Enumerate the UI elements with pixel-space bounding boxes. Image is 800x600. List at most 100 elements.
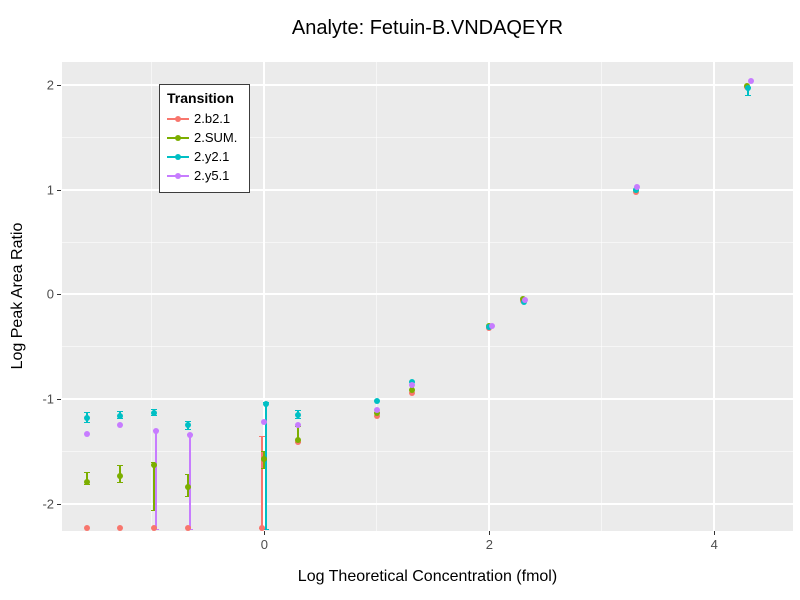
gridline-minor-vertical: [601, 62, 603, 531]
x-tick-label: 4: [710, 537, 718, 552]
data-point: [117, 422, 124, 429]
gridline-minor-horizontal: [62, 346, 793, 348]
data-point: [117, 412, 124, 419]
error-bar-cap: [83, 484, 90, 486]
data-point: [151, 524, 158, 531]
data-point: [745, 85, 751, 92]
data-point: [184, 524, 191, 531]
gridline-major-vertical: [263, 62, 266, 531]
x-tick-mark: [264, 531, 266, 535]
error-bar-cap: [151, 409, 158, 411]
error-bar-cap: [184, 420, 191, 422]
data-point: [261, 455, 268, 462]
gridline-major-vertical: [713, 62, 716, 531]
y-tick-mark: [57, 85, 61, 87]
data-point: [83, 414, 90, 421]
legend-key-dot: [175, 135, 181, 141]
error-bar-cap: [117, 418, 124, 420]
gridline-major-horizontal: [62, 293, 793, 296]
y-tick-label: 1: [46, 182, 54, 198]
error-bar-cap: [117, 411, 124, 413]
data-point: [259, 524, 266, 531]
data-point: [408, 389, 415, 396]
x-tick-mark: [489, 531, 491, 535]
error-bar-cap: [261, 450, 268, 452]
chart-title: Analyte: Fetuin-B.VNDAQEYR: [291, 17, 564, 39]
data-point: [633, 183, 640, 190]
data-point: [83, 478, 90, 485]
data-point: [153, 427, 160, 434]
legend-entry-label: 2.b2.1: [194, 111, 231, 126]
data-point: [262, 401, 269, 408]
gridline-minor-vertical: [376, 62, 378, 531]
data-point: [117, 472, 124, 479]
legend-key-dot: [175, 116, 181, 122]
error-bar-cap: [295, 418, 302, 420]
data-point: [632, 186, 639, 193]
y-tick-label: -2: [42, 496, 54, 512]
error-bar-cap: [184, 495, 191, 497]
data-point: [408, 386, 415, 393]
data-point: [488, 322, 495, 329]
y-tick-label: 2: [46, 77, 54, 93]
legend-entry: 2.y2.1: [167, 147, 237, 166]
legend-entries: 2.b2.1 2.SUM. 2.y2.1 2.y5.1: [167, 109, 237, 185]
data-point: [522, 296, 529, 303]
data-point: [373, 409, 380, 416]
error-bar-cap: [151, 509, 158, 511]
gridline-major-horizontal: [62, 502, 793, 505]
data-point: [261, 419, 268, 426]
legend-key-icon: [167, 169, 189, 182]
error-bar-cap: [259, 436, 266, 438]
legend-entry-label: 2.SUM.: [194, 130, 238, 145]
legend-key-icon: [167, 112, 189, 125]
data-point: [408, 382, 415, 389]
error-bar: [85, 472, 88, 485]
gridline-major-horizontal: [62, 188, 793, 191]
legend-key-icon: [167, 131, 189, 144]
data-point: [373, 406, 380, 413]
error-bar: [297, 426, 300, 443]
error-bar-cap: [117, 464, 124, 466]
gridline-major-horizontal: [62, 398, 793, 401]
error-bar-cap: [83, 471, 90, 473]
gridline-major-horizontal: [62, 84, 793, 87]
y-tick-mark: [57, 294, 61, 296]
legend-entry: 2.SUM.: [167, 128, 237, 147]
data-point: [373, 412, 380, 419]
data-point: [408, 379, 415, 386]
legend-key-dot: [175, 154, 181, 160]
data-point: [117, 524, 124, 531]
y-tick-label: 0: [46, 286, 54, 302]
error-bar-cap: [261, 467, 268, 469]
y-tick-mark: [57, 189, 61, 191]
data-point: [748, 77, 755, 84]
legend-entry: 2.y5.1: [167, 166, 237, 185]
error-bar-cap: [184, 473, 191, 475]
x-axis-title: Log Theoretical Concentration (fmol): [297, 568, 558, 585]
data-point: [151, 462, 158, 469]
legend-entry-label: 2.y2.1: [194, 149, 230, 164]
gridline-major-vertical: [488, 62, 491, 531]
error-bar-cap: [745, 95, 751, 96]
data-point: [184, 422, 191, 429]
error-bar: [264, 402, 267, 530]
legend-title: Transition: [167, 90, 234, 106]
data-point: [373, 398, 380, 405]
error-bar: [153, 462, 156, 511]
y-tick-label: -1: [42, 391, 54, 407]
y-tick-mark: [57, 399, 61, 401]
error-bar: [261, 436, 264, 529]
data-point: [295, 411, 302, 418]
x-tick-mark: [714, 531, 716, 535]
error-bar-cap: [295, 410, 302, 412]
legend-entry: 2.b2.1: [167, 109, 237, 128]
error-bar-cap: [151, 415, 158, 417]
data-point: [187, 431, 194, 438]
gridline-minor-horizontal: [62, 136, 793, 138]
data-point: [295, 422, 302, 429]
plot-panel: Transition 2.b2.1 2.SUM. 2.y2.1 2.y5.1: [62, 62, 793, 531]
error-bar: [747, 87, 749, 96]
error-bar-cap: [184, 428, 191, 430]
